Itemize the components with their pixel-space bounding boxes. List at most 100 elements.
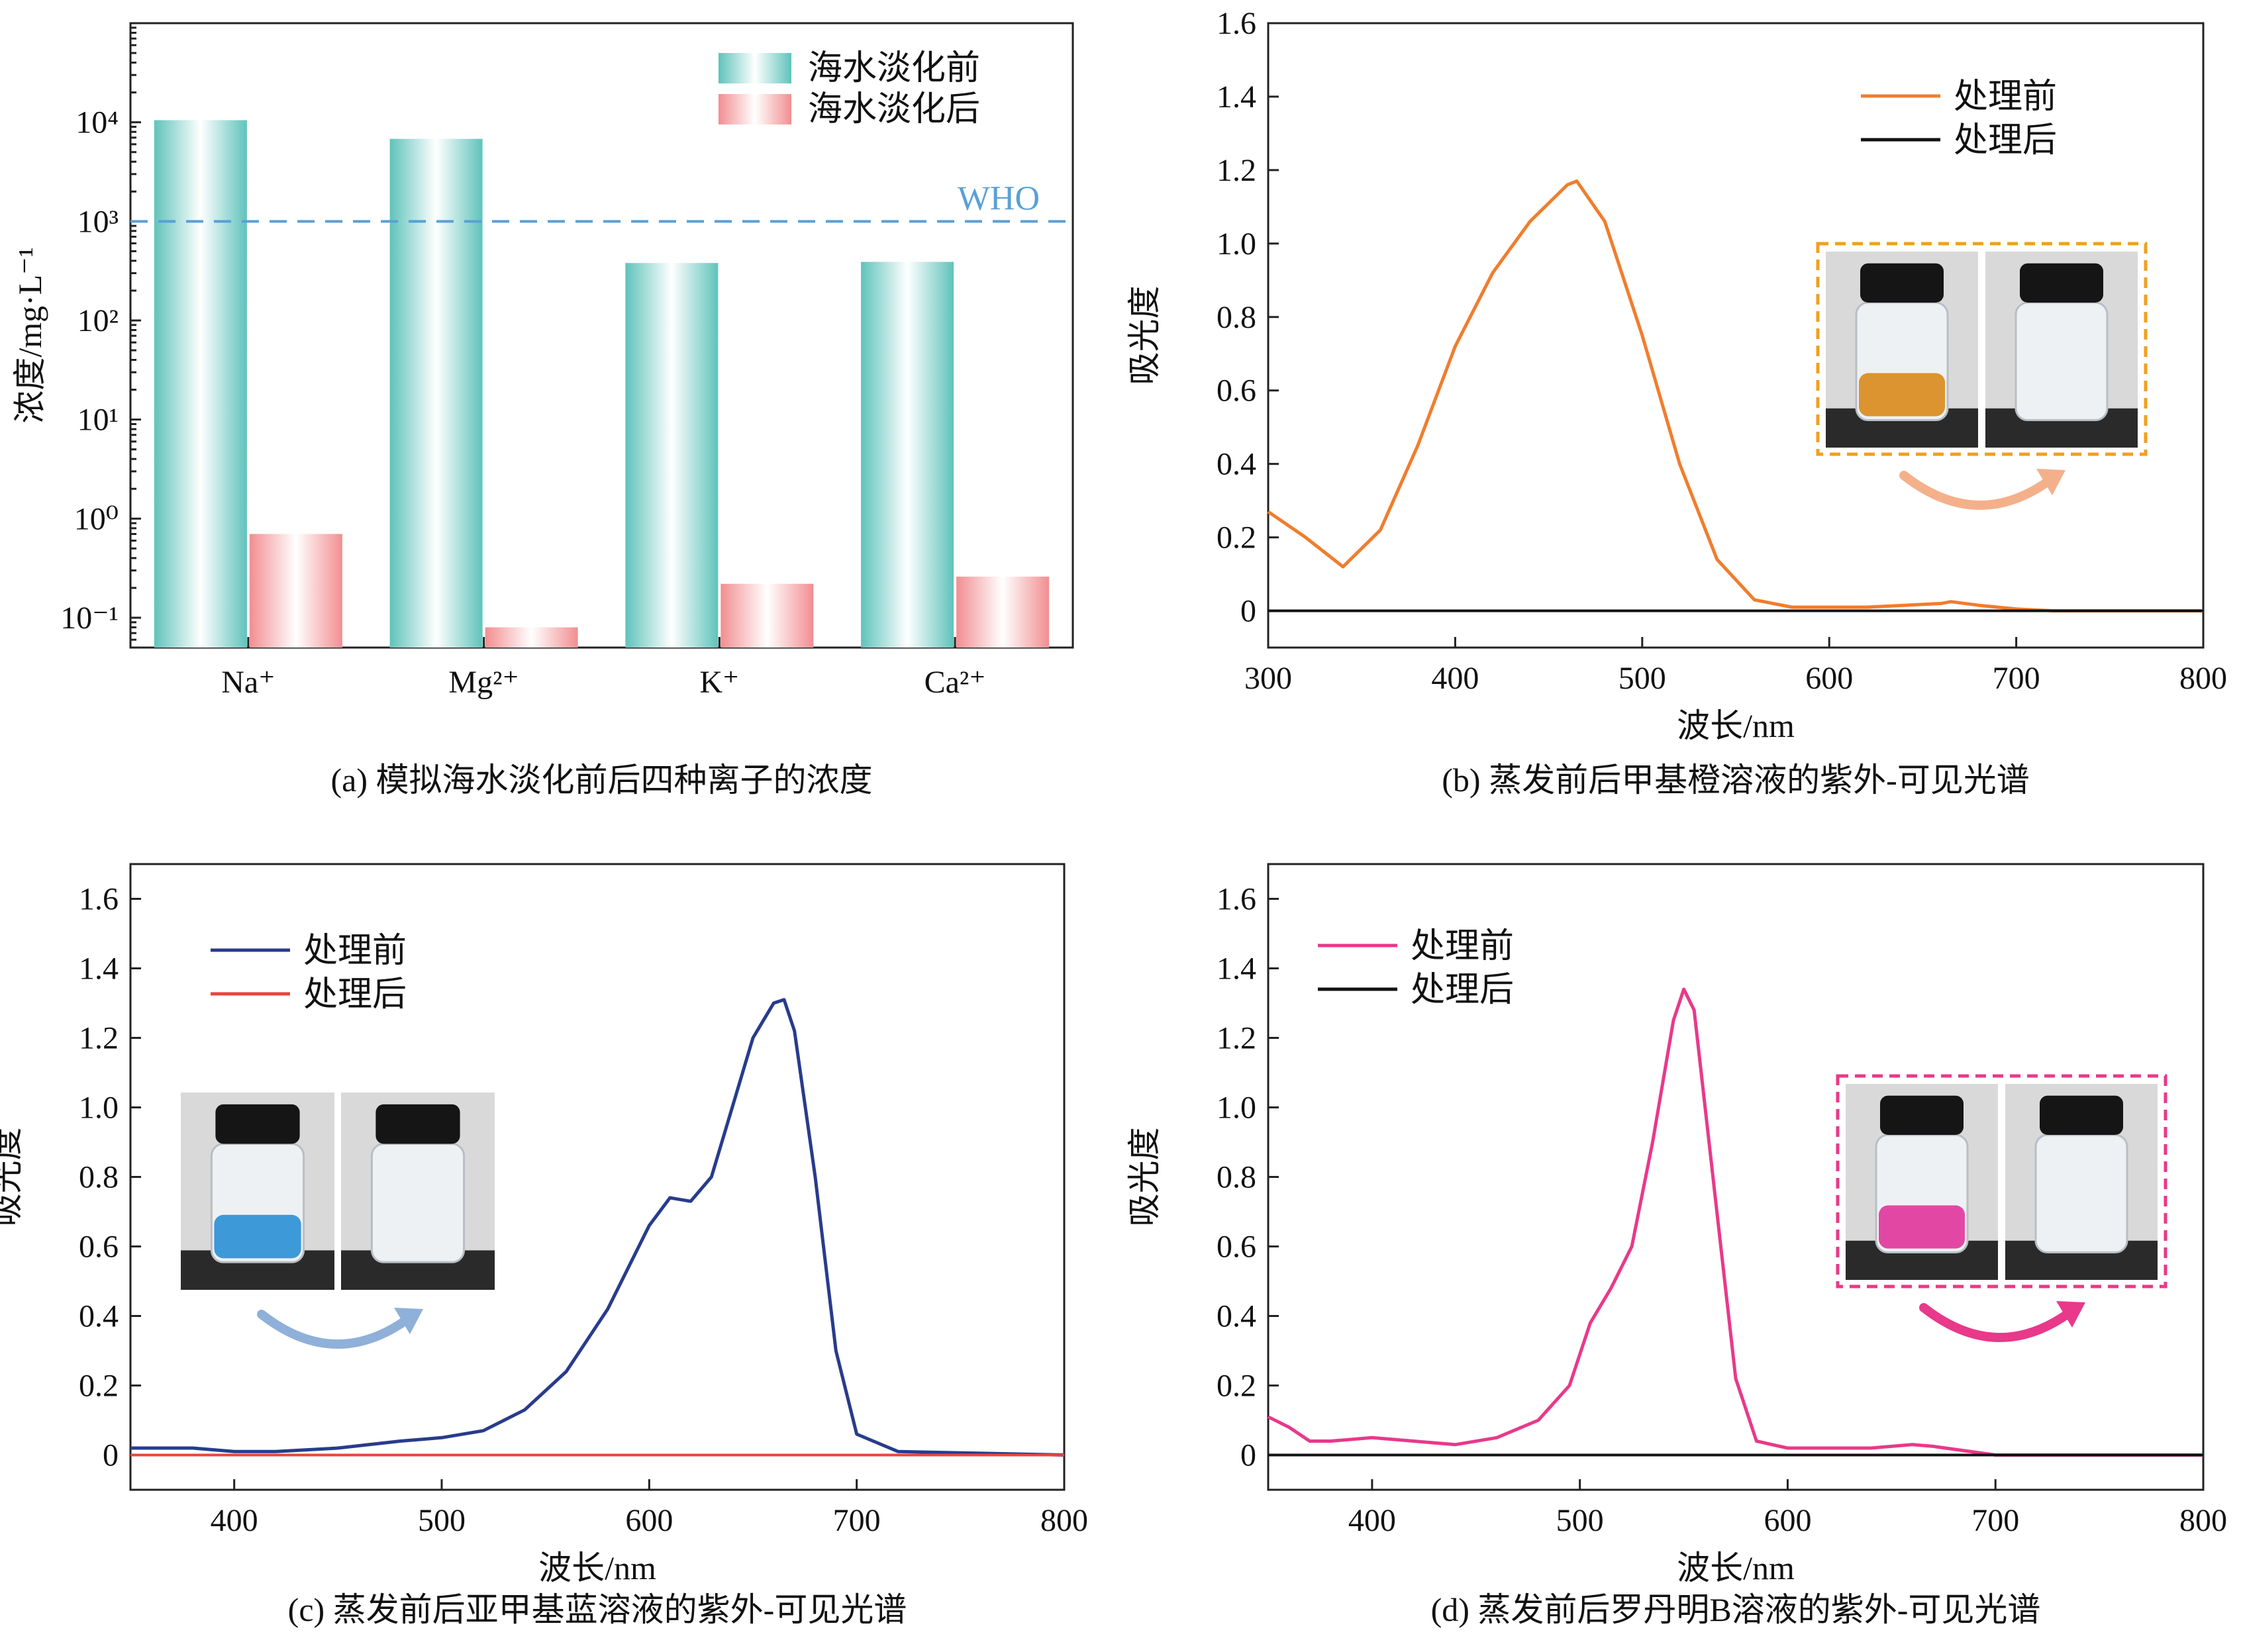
vial-glass (370, 1142, 466, 1263)
y-tick-label: 0.4 (79, 1299, 119, 1334)
y-tick-label: 1.6 (1217, 882, 1256, 917)
who-label: WHO (958, 179, 1040, 217)
y-tick-label: 1.2 (1217, 153, 1256, 188)
y-tick-label: 0.8 (1217, 1160, 1256, 1195)
inset-photo-methylene-blue (181, 1093, 495, 1349)
legend-label: 海水淡化后 (808, 91, 980, 128)
y-tick-label: 1.0 (1217, 1091, 1256, 1126)
x-tick-label: K⁺ (699, 665, 739, 700)
vial-cap (2040, 1095, 2123, 1135)
y-tick-label: 0.2 (1217, 520, 1256, 556)
bar-before (625, 263, 719, 648)
y-tick-label: 10⁻¹ (60, 601, 119, 636)
x-axis-label: 波长/nm (1677, 1549, 1795, 1586)
x-tick-label: 400 (1431, 661, 1479, 696)
arrow-head (394, 1308, 423, 1334)
y-tick-label: 0.8 (79, 1160, 119, 1195)
y-tick-label: 1.2 (1217, 1021, 1256, 1056)
x-tick-label: 800 (1040, 1503, 1088, 1538)
legend-label: 海水淡化前 (808, 50, 980, 87)
y-tick-label: 1.0 (1217, 226, 1256, 262)
x-tick-label: 400 (211, 1503, 258, 1538)
x-tick-label: 800 (2179, 1503, 2227, 1538)
y-axis-label: 吸光度 (1126, 1128, 1163, 1227)
arrow-head (2036, 469, 2066, 495)
x-tick-label: 700 (1971, 1503, 2019, 1538)
x-tick-label: Mg²⁺ (448, 665, 519, 700)
panel-a-bar-chart: 10⁻¹ 10⁰ 10¹ 10² 10³ 10⁴ Na⁺ Mg²⁺ K⁺ Ca²⁺ WHO 海水淡化前… (11, 22, 1074, 799)
transition-arrow (1899, 471, 2061, 510)
y-tick-label: 0 (1240, 594, 1256, 629)
legend-label: 处理前 (1411, 928, 1514, 965)
x-tick-label: 600 (1764, 1503, 1811, 1538)
panel-d-line-chart: 0 0.2 0.4 0.6 0.8 1.0 1.2 1.4 1.6 400 500 600 700 800… (1126, 863, 2227, 1628)
y-tick-label: 0.2 (1217, 1369, 1256, 1404)
vial-cap (1880, 1095, 1964, 1135)
bar-after (956, 576, 1050, 648)
vial-cap (1860, 263, 1944, 303)
caption-d: (d) 蒸发前后罗丹明B溶液的紫外-可见光谱 (1431, 1591, 2041, 1628)
vial-cap (2020, 263, 2103, 303)
x-tick-label: 600 (625, 1503, 673, 1538)
y-tick-label: 1.4 (1217, 79, 1256, 115)
y-tick-label: 0.2 (79, 1369, 119, 1404)
legend-swatch (719, 94, 791, 124)
vial-glass (2034, 1134, 2128, 1254)
caption-c: (c) 蒸发前后亚甲基蓝溶液的紫外-可见光谱 (288, 1591, 907, 1628)
y-tick-label: 1.0 (79, 1091, 119, 1126)
y-tick-label: 1.4 (1217, 951, 1256, 987)
x-tick-label: 800 (2179, 661, 2227, 696)
y-tick-label: 0.6 (79, 1230, 119, 1265)
vial-cap (215, 1104, 300, 1144)
vial-liquid (1859, 373, 1945, 416)
legend-label: 处理后 (1954, 122, 2057, 160)
legend-label: 处理后 (1411, 971, 1514, 1009)
x-tick-label: 500 (1618, 661, 1666, 696)
y-tick-label: 1.6 (79, 882, 119, 917)
series-line-before (130, 998, 1065, 1457)
bar-before (389, 138, 483, 648)
transition-arrow (257, 1310, 419, 1349)
legend-swatch (719, 53, 791, 83)
x-tick-label: Ca²⁺ (924, 665, 986, 700)
bar-before (861, 262, 954, 648)
transition-arrow (1919, 1303, 2081, 1342)
x-tick-label: 300 (1244, 661, 1292, 696)
inset-photo-methyl-orange (1816, 242, 2148, 510)
y-tick-label: 1.6 (1217, 6, 1256, 41)
x-tick-label: Na⁺ (221, 665, 275, 700)
vial-cap (375, 1104, 460, 1144)
y-tick-label: 1.4 (79, 951, 119, 987)
y-tick-label: 0.4 (1217, 1299, 1256, 1334)
panel-c-line-chart: 0 0.2 0.4 0.6 0.8 1.0 1.2 1.4 1.6 400 500 600 700 800… (0, 863, 1088, 1628)
inset-frame (1816, 242, 2148, 456)
y-tick-label: 0.4 (1217, 447, 1256, 482)
bar-after (485, 627, 578, 648)
inset-photo-rhodamine-b (1836, 1074, 2167, 1342)
x-tick-label: 400 (1348, 1503, 1396, 1538)
caption-a: (a) 模拟海水淡化前后四种离子的浓度 (331, 761, 873, 799)
x-tick-label: 500 (418, 1503, 466, 1538)
y-axis-label: 吸光度 (0, 1128, 25, 1227)
y-tick-label: 0.6 (1217, 1230, 1256, 1265)
y-tick-label: 10² (77, 303, 119, 338)
panel-b-line-chart: 0 0.2 0.4 0.6 0.8 1.0 1.2 1.4 1.6 300 400 500 600 700… (1126, 6, 2227, 799)
arrow-head (2056, 1301, 2085, 1328)
caption-b: (b) 蒸发前后甲基橙溶液的紫外-可见光谱 (1442, 761, 2029, 799)
legend-label: 处理后 (303, 976, 407, 1014)
x-tick-label: 600 (1805, 661, 1853, 696)
series-line-before (1267, 987, 2203, 1457)
y-tick-label: 0.6 (1217, 373, 1256, 409)
legend-label: 处理前 (303, 932, 407, 970)
y-tick-label: 0 (103, 1438, 119, 1473)
y-tick-label: 0 (1240, 1438, 1256, 1473)
x-axis-label: 波长/nm (538, 1549, 656, 1586)
y-axis-label: 浓度/mg·L⁻¹ (11, 247, 48, 423)
x-tick-label: 700 (833, 1503, 881, 1538)
y-tick-label: 10³ (77, 204, 119, 239)
vial-liquid (1879, 1205, 1965, 1249)
plot-frame (1267, 22, 2205, 649)
bar-after (249, 534, 342, 648)
series-line-before (1267, 179, 2203, 612)
